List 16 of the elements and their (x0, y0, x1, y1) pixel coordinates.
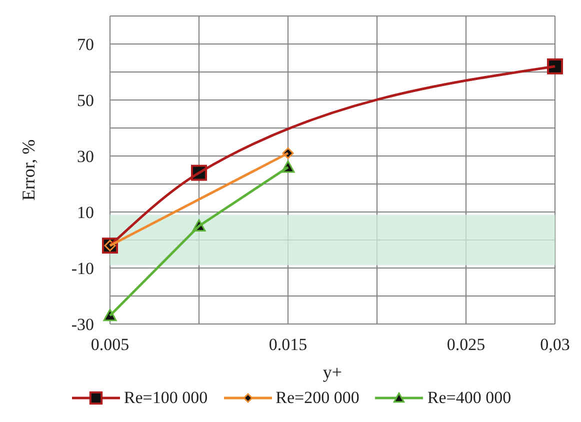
y-tick-label: -30 (71, 315, 94, 334)
y-tick-label: -10 (71, 259, 94, 278)
x-tick-label: 0.005 (90, 335, 130, 354)
y-tick-label: 30 (77, 147, 94, 166)
x-tick-label: 0,03 (540, 335, 570, 354)
y-tick-label: 70 (77, 35, 94, 54)
legend-label: Re=200 000 (276, 388, 360, 408)
legend-label: Re=400 000 (427, 388, 512, 408)
y-axis-title: Error, % (18, 139, 38, 201)
x-tick-label: 0.025 (446, 335, 486, 354)
y-tick-label: 10 (77, 203, 94, 222)
legend-label: Re=100 000 (124, 388, 208, 408)
x-axis-title: y+ (322, 362, 342, 382)
point (547, 58, 563, 74)
x-tick-label: 0.015 (268, 335, 308, 354)
y-tick-label: 50 (77, 91, 94, 110)
